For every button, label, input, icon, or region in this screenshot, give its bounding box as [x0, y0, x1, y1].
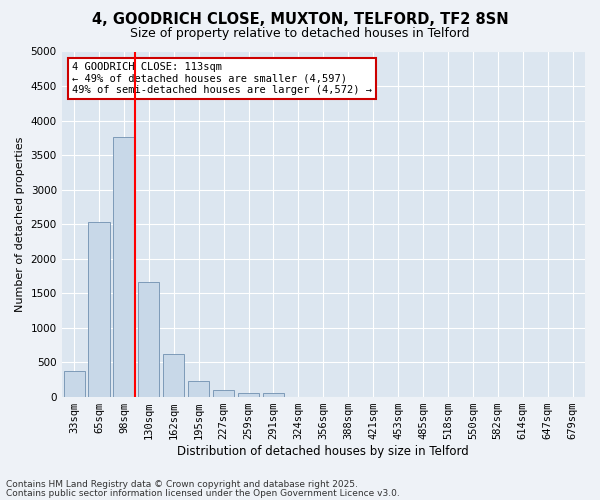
- Text: Contains HM Land Registry data © Crown copyright and database right 2025.: Contains HM Land Registry data © Crown c…: [6, 480, 358, 489]
- Bar: [88, 222, 110, 396]
- Bar: [64, 371, 85, 396]
- Bar: [113, 137, 134, 396]
- Text: Contains public sector information licensed under the Open Government Licence v3: Contains public sector information licen…: [6, 488, 400, 498]
- Bar: [213, 390, 234, 396]
- Bar: [138, 282, 160, 397]
- X-axis label: Distribution of detached houses by size in Telford: Distribution of detached houses by size …: [178, 444, 469, 458]
- Bar: [163, 354, 184, 397]
- Bar: [263, 394, 284, 396]
- Text: 4, GOODRICH CLOSE, MUXTON, TELFORD, TF2 8SN: 4, GOODRICH CLOSE, MUXTON, TELFORD, TF2 …: [92, 12, 508, 28]
- Bar: [238, 394, 259, 396]
- Text: Size of property relative to detached houses in Telford: Size of property relative to detached ho…: [130, 28, 470, 40]
- Text: 4 GOODRICH CLOSE: 113sqm
← 49% of detached houses are smaller (4,597)
49% of sem: 4 GOODRICH CLOSE: 113sqm ← 49% of detach…: [72, 62, 372, 95]
- Bar: [188, 382, 209, 396]
- Y-axis label: Number of detached properties: Number of detached properties: [15, 136, 25, 312]
